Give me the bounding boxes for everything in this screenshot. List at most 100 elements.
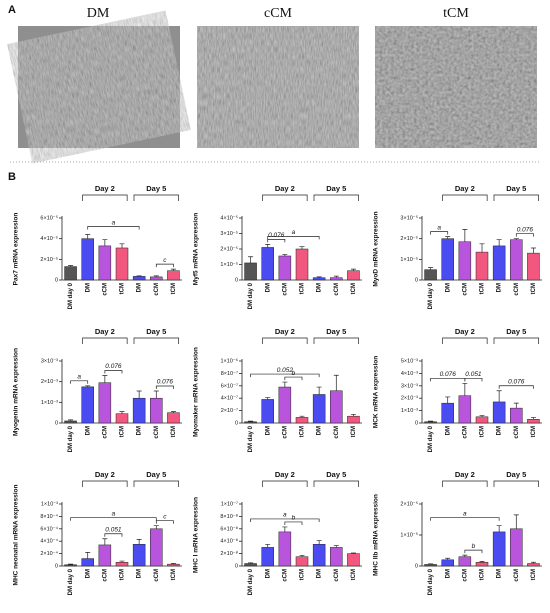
image-title: tCM	[443, 6, 469, 21]
error-bar	[316, 540, 322, 545]
x-tick-label: tCM	[480, 426, 486, 437]
x-tick-label: DM	[137, 283, 143, 292]
significance-bracket	[104, 370, 123, 374]
y-tick-label: 2×10⁻⁷	[221, 407, 238, 414]
bar	[132, 544, 146, 567]
error-bar	[153, 390, 159, 399]
significance-label: b	[292, 370, 296, 377]
y-axis-label: MHC IIb mRNA expression	[373, 494, 380, 576]
y-tick-label: 2×10⁻⁵	[220, 245, 238, 252]
x-tick-label: cCM	[282, 569, 288, 582]
error-bar	[299, 555, 305, 557]
group-label: Day 5	[506, 470, 526, 479]
error-bar	[136, 390, 142, 399]
significance-label: a	[292, 229, 296, 236]
group-bracket	[262, 337, 308, 344]
error-bar	[530, 417, 536, 420]
bar	[312, 394, 326, 424]
group-label: Day 2	[95, 327, 115, 336]
error-bar	[170, 268, 176, 271]
x-tick-label: cCM	[334, 283, 340, 296]
bar	[475, 416, 489, 424]
micrograph	[375, 26, 537, 148]
y-axis-label: Myf5 mRNA expression	[193, 213, 200, 285]
error-bar	[333, 545, 339, 548]
bar	[244, 262, 257, 281]
y-tick-label: 3×10⁻³	[401, 383, 418, 389]
bar	[330, 277, 343, 281]
error-bar	[513, 402, 519, 409]
error-bar	[496, 525, 502, 532]
bar	[64, 564, 77, 567]
bar	[295, 248, 309, 281]
bar	[81, 386, 94, 424]
y-tick-label: 2×10⁻³	[401, 396, 418, 402]
significance-bracket	[498, 385, 534, 389]
error-bar	[445, 396, 451, 404]
group-bracket	[493, 194, 539, 201]
group-bracket	[262, 480, 308, 487]
bar	[98, 544, 112, 567]
error-bar	[513, 514, 519, 529]
y-tick-label: 1×10⁻³	[41, 501, 58, 507]
bar	[492, 245, 506, 281]
error-bar	[68, 419, 74, 421]
y-tick-label: 0	[55, 563, 58, 569]
bar	[64, 266, 77, 281]
bar	[510, 407, 523, 424]
image-title: DM	[87, 6, 110, 21]
group-label: Day 5	[506, 327, 526, 336]
group-label: Day 5	[326, 470, 346, 479]
error-bar	[102, 538, 108, 545]
y-axis-label: MHC I mRNA expression	[193, 497, 200, 573]
significance-label: c	[163, 257, 167, 264]
error-bar	[119, 243, 125, 248]
x-tick-label: DM day 0	[68, 425, 74, 452]
error-bar	[428, 420, 434, 422]
significance-bracket	[155, 385, 174, 389]
x-tick-label: cCM	[462, 426, 468, 439]
bar	[167, 270, 180, 281]
error-bar	[119, 411, 125, 414]
bar	[492, 531, 506, 567]
bar	[150, 276, 163, 281]
error-bar	[248, 256, 254, 263]
x-tick-label: tCM	[351, 569, 357, 580]
error-bar	[462, 382, 468, 396]
bar	[458, 241, 472, 281]
error-bar	[248, 562, 254, 564]
x-tick-label: DM	[265, 569, 271, 578]
micrograph	[197, 26, 359, 148]
group-label: Day 5	[326, 184, 346, 193]
error-bar	[428, 563, 434, 565]
x-tick-label: DM	[85, 283, 91, 292]
error-bar	[102, 239, 108, 246]
significance-bracket	[87, 226, 140, 230]
y-tick-label: 0	[235, 277, 238, 283]
error-bar	[170, 563, 176, 565]
bar	[132, 397, 146, 424]
group-label: Day 2	[275, 327, 295, 336]
significance-bracket	[515, 233, 534, 237]
significance-label: 0.076	[268, 232, 285, 239]
significance-bracket	[464, 377, 483, 382]
y-tick-label: 8×10⁻⁸	[220, 513, 238, 520]
x-tick-label: tCM	[120, 426, 126, 437]
error-bar	[333, 374, 339, 391]
bar	[98, 382, 112, 424]
y-tick-label: 2×10⁻³	[41, 379, 58, 385]
x-tick-label: tCM	[300, 426, 306, 437]
error-bar	[136, 538, 142, 545]
x-tick-label: tCM	[171, 283, 177, 294]
x-tick-label: DM day 0	[428, 425, 434, 452]
y-axis-label: MyoD mRNA expression	[373, 211, 380, 286]
significance-label: 0.076	[517, 226, 534, 233]
x-tick-label: tCM	[120, 569, 126, 580]
bar	[167, 563, 180, 567]
bar	[278, 255, 292, 281]
x-tick-label: cCM	[154, 569, 160, 582]
x-tick-label: tCM	[351, 426, 357, 437]
x-tick-label: DM	[317, 426, 323, 435]
group-label: Day 5	[146, 184, 166, 193]
x-tick-label: tCM	[531, 569, 537, 580]
